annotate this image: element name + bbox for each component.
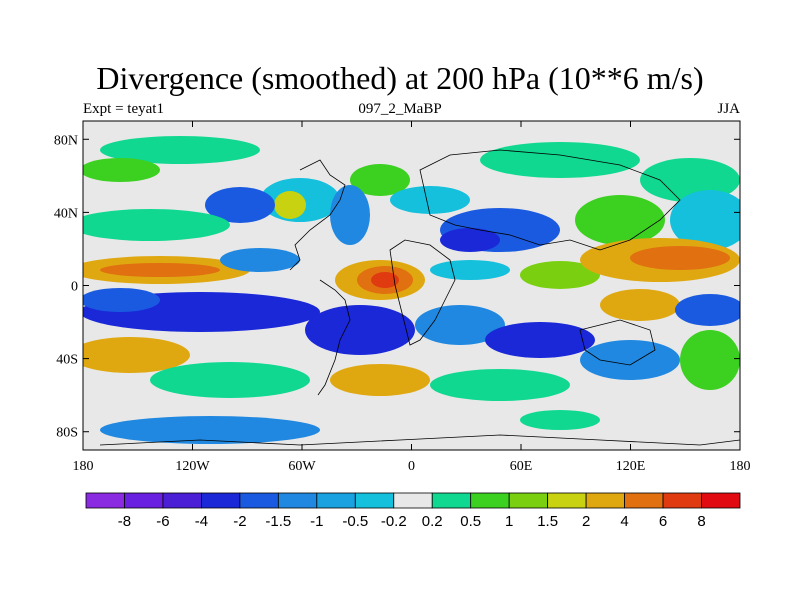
- field-patch: [83, 158, 160, 182]
- field-patch: [580, 340, 680, 380]
- colorbar-level-label: 6: [659, 513, 667, 530]
- coastline-eurasia: [419, 149, 681, 251]
- colorbar-swatch: [508, 492, 549, 509]
- field-patch: [371, 272, 399, 288]
- colorbar-swatch: [547, 492, 587, 509]
- lon-tick-label: 120E: [616, 459, 646, 474]
- field-patch: [575, 195, 665, 245]
- lat-tick-label: 40N: [54, 206, 78, 221]
- colorbar-level-label: 0.5: [460, 513, 481, 530]
- colorbar-swatch: [662, 492, 702, 509]
- field-patch: [205, 187, 275, 223]
- field-patch: [100, 263, 220, 277]
- colorbar-swatch: [162, 492, 202, 509]
- field-patch: [350, 164, 410, 196]
- colorbar-swatch: [354, 492, 395, 509]
- colorbar-level-label: -0.2: [381, 513, 407, 530]
- lon-tick-label: 60W: [288, 459, 316, 474]
- colorbar-level-label: -4: [195, 513, 208, 530]
- colorbar-swatch: [85, 492, 125, 509]
- colorbar-swatch: [124, 492, 164, 509]
- colorbar-swatch: [701, 492, 741, 509]
- colorbar-swatch: [431, 492, 472, 509]
- colorbar-swatch: [316, 492, 356, 509]
- season-label: JJA: [717, 101, 740, 117]
- field-patch: [480, 142, 640, 178]
- colorbar-swatch: [201, 492, 241, 509]
- field-patch: [305, 305, 415, 355]
- colorbar-swatch: [393, 492, 433, 509]
- colorbar-level-label: -1.5: [265, 513, 291, 530]
- axis-ticks: 80N 40N 0 40S 80S 180 120W 60W 0 60E 120E 180: [54, 121, 751, 474]
- lon-tick-label: 120W: [175, 459, 210, 474]
- field-patch: [520, 261, 600, 289]
- field-patch: [83, 209, 230, 241]
- field-patch: [670, 190, 740, 250]
- field-patch: [630, 246, 730, 270]
- colorbar-swatch: [585, 492, 625, 509]
- colorbar-level-label: 2: [582, 513, 590, 530]
- field-patch: [430, 260, 510, 280]
- field-patch: [680, 330, 740, 390]
- field-patch: [100, 416, 320, 444]
- lon-tick-label: 180: [730, 459, 751, 474]
- field-patch: [83, 337, 190, 373]
- field-patch: [220, 248, 300, 272]
- colorbar-swatch: [470, 492, 510, 509]
- experiment-id: 097_2_MaBP: [358, 101, 442, 117]
- colorbar-swatch: [624, 492, 664, 509]
- lat-tick-label: 80S: [56, 426, 78, 441]
- colorbar-level-label: -8: [118, 513, 131, 530]
- lon-tick-label: 180: [73, 459, 94, 474]
- lat-tick-label: 40S: [56, 353, 78, 368]
- map-title: Divergence (smoothed) at 200 hPa (10**6 …: [96, 60, 704, 96]
- colorbar-level-label: 0.2: [422, 513, 443, 530]
- field-patch: [440, 228, 500, 252]
- field-patch: [390, 186, 470, 214]
- field-patch: [83, 288, 160, 312]
- coastline-south-america: [317, 279, 351, 396]
- field-patch: [485, 322, 595, 358]
- field-patch: [520, 410, 600, 430]
- field-patch: [430, 369, 570, 401]
- field-patch: [274, 191, 306, 219]
- colorbar-swatch: [277, 492, 318, 509]
- colorbar-level-label: -2: [233, 513, 246, 530]
- coastlines: [99, 149, 740, 446]
- field-patch: [150, 362, 310, 398]
- colorbar-level-label: 1: [505, 513, 513, 530]
- field-patch: [600, 289, 680, 321]
- coastline-australia: [579, 319, 656, 366]
- colorbar-level-label: -1: [310, 513, 323, 530]
- lat-tick-label: 80N: [54, 133, 78, 148]
- coastline-antarctica: [99, 434, 740, 446]
- field-patch: [330, 364, 430, 396]
- coastline-africa: [389, 239, 456, 346]
- colorbar-level-label: 4: [620, 513, 628, 530]
- field-patch: [330, 185, 370, 245]
- lat-tick-label: 0: [71, 280, 78, 295]
- colorbar-level-label: 8: [697, 513, 705, 530]
- field-patch: [675, 294, 740, 326]
- colorbar-level-label: 1.5: [537, 513, 558, 530]
- lon-tick-label: 60E: [510, 459, 533, 474]
- experiment-label: Expt = teyat1: [83, 101, 164, 117]
- colorbar-level-label: -6: [156, 513, 169, 530]
- divergence-field: [83, 136, 740, 444]
- field-patch: [100, 136, 260, 164]
- lon-tick-label: 0: [408, 459, 415, 474]
- field-layer: [83, 121, 740, 450]
- colorbar: -8 -6 -4 -2 -1.5 -1 -0.5 -0.2 0.2 0.5 1 1.5 2 4 6 8: [85, 492, 741, 530]
- colorbar-swatch: [239, 492, 279, 509]
- colorbar-level-label: -0.5: [342, 513, 368, 530]
- coastline-north-america: [289, 159, 346, 271]
